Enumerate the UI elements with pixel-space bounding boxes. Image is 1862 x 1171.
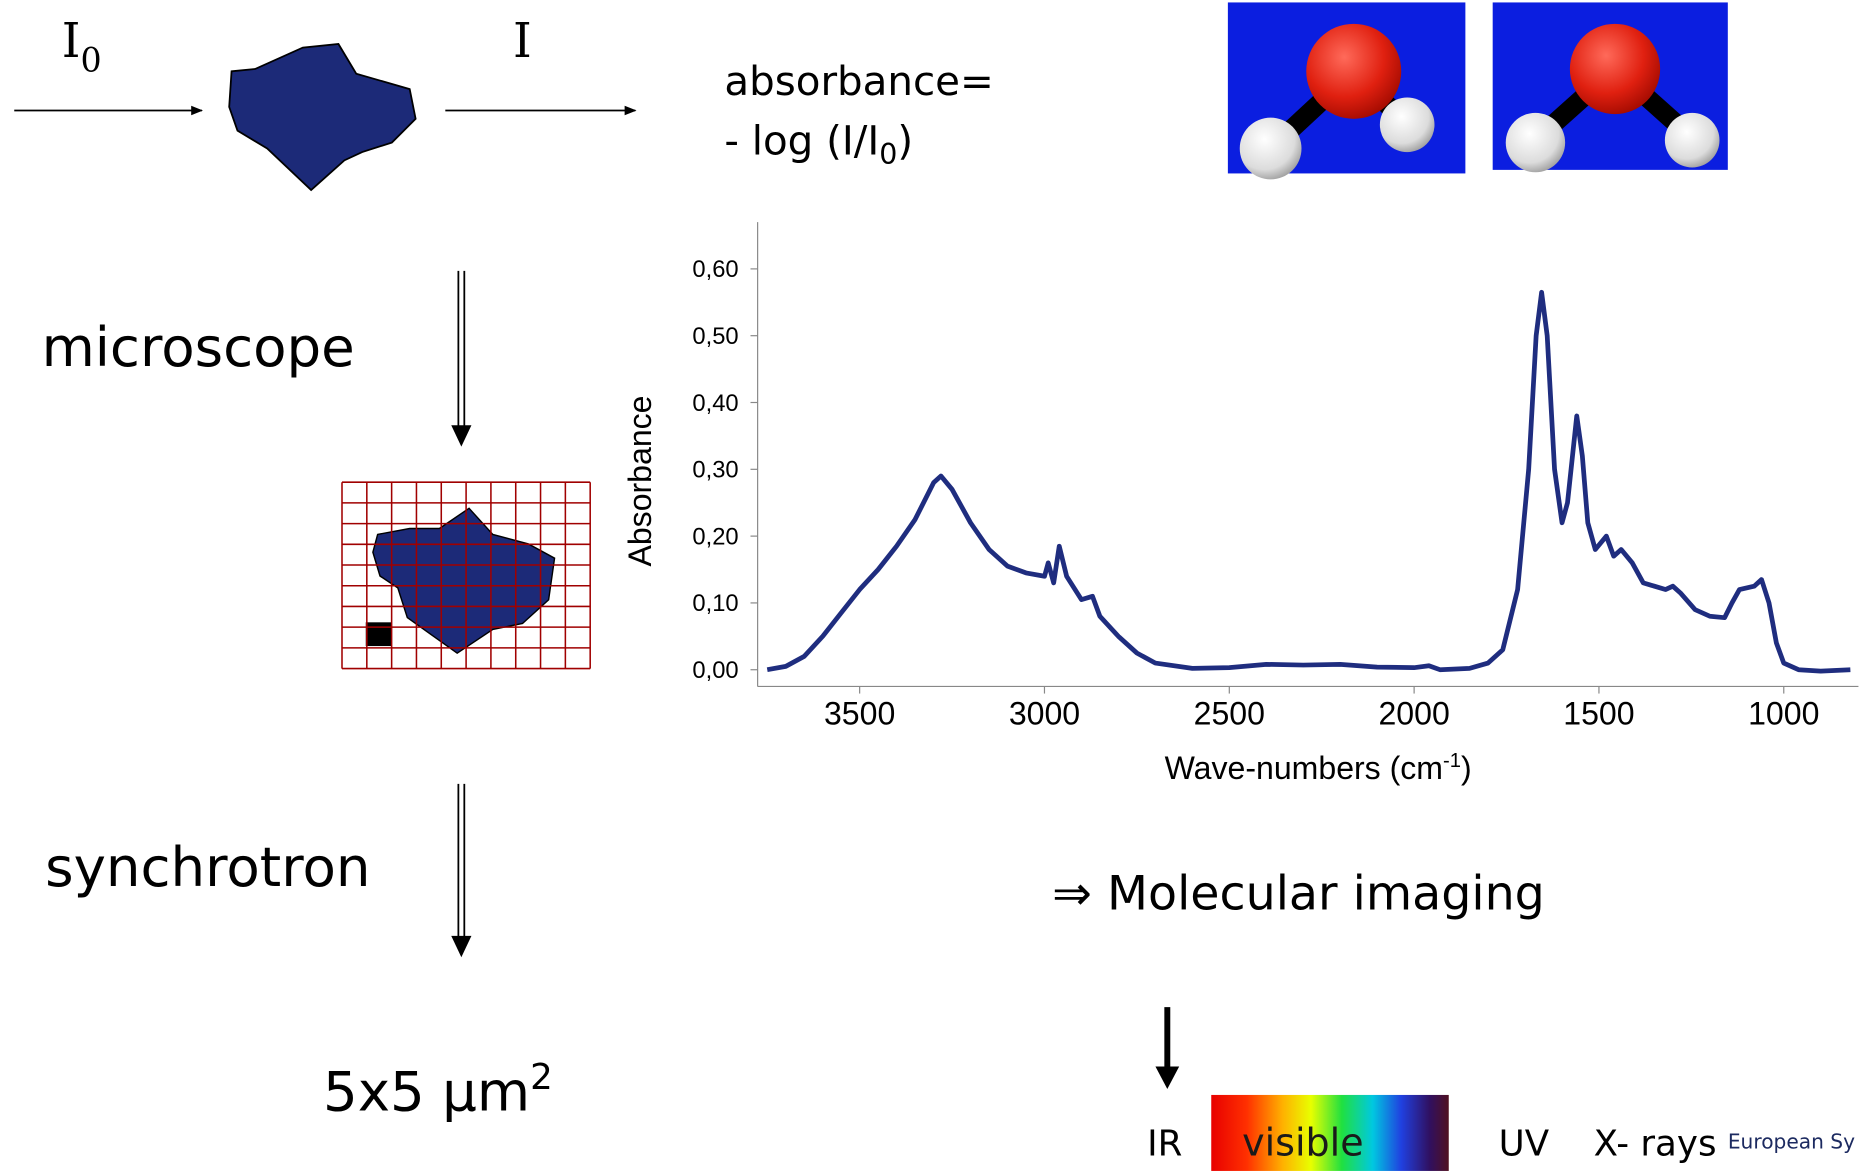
y-tick-label: 0,50: [692, 323, 738, 350]
incident-sub: 0: [81, 40, 102, 79]
transmitted-label: I: [513, 14, 532, 69]
spectrum-bar: [1211, 1094, 1449, 1171]
x-tick-label: 1500: [1563, 695, 1634, 731]
x-axis-label: Wave-numbers (cm-1): [1165, 750, 1472, 786]
x-tick-label: 2000: [1378, 695, 1449, 731]
step-label: microscope: [42, 315, 355, 379]
molecule: [1227, 2, 1466, 180]
double-arrow: [451, 783, 472, 958]
x-tick-label: 1000: [1748, 695, 1819, 731]
formula-sub: 0: [879, 138, 897, 171]
y-tick-label: 0,30: [692, 457, 738, 484]
spectrum-label: IR: [1147, 1124, 1182, 1165]
arrow: [1155, 1007, 1180, 1089]
resolution: 5x5 µm2: [323, 1057, 553, 1123]
x-tick-label: 3000: [1009, 695, 1080, 731]
chart: Absorbance Wave-numbers (cm-1) 0,00 0,10 0…: [622, 222, 1859, 786]
x-tick-label: 2500: [1194, 695, 1265, 731]
incident: I: [62, 14, 81, 69]
y-axis-label: Absorbance: [622, 395, 658, 566]
double-arrow: [451, 270, 472, 447]
x-label-part: ): [1461, 750, 1472, 786]
molecule: [1492, 2, 1728, 173]
y-tick-label: 0,10: [692, 590, 738, 617]
x-tick-label: 3500: [824, 695, 895, 731]
incident-label: I0: [62, 14, 102, 79]
result-label: ⇒ Molecular imaging: [1052, 867, 1545, 922]
x-label-sup: -1: [1443, 750, 1461, 772]
formula-part: - log (I/I: [724, 117, 879, 164]
formula-part: ): [897, 117, 913, 164]
sample: [228, 43, 417, 192]
spectrum-label: visible: [1242, 1121, 1363, 1165]
y-tick-label: 0,60: [692, 256, 738, 283]
y-tick-label: 0,20: [692, 523, 738, 550]
x-label-part: Wave-numbers (cm: [1165, 750, 1443, 786]
resolution-sup: 2: [530, 1057, 553, 1098]
diagram: I0 I absorbance= - log (I/I0) microscope…: [14, 2, 1855, 1171]
formula: - log (I/I0): [724, 117, 913, 171]
y-tick-label: 0,40: [692, 390, 738, 417]
resolution-text: 5x5 µm: [323, 1059, 530, 1123]
logo: European Sy: [1728, 1129, 1855, 1153]
sample-grid: [341, 481, 591, 670]
spectrum-line: [766, 289, 1851, 674]
formula: absorbance=: [724, 58, 993, 105]
spectrum-label: UV: [1499, 1124, 1550, 1165]
spectrum-label: X- rays: [1594, 1124, 1717, 1165]
step-label: synchrotron: [45, 835, 370, 899]
y-tick-label: 0,00: [692, 657, 738, 684]
